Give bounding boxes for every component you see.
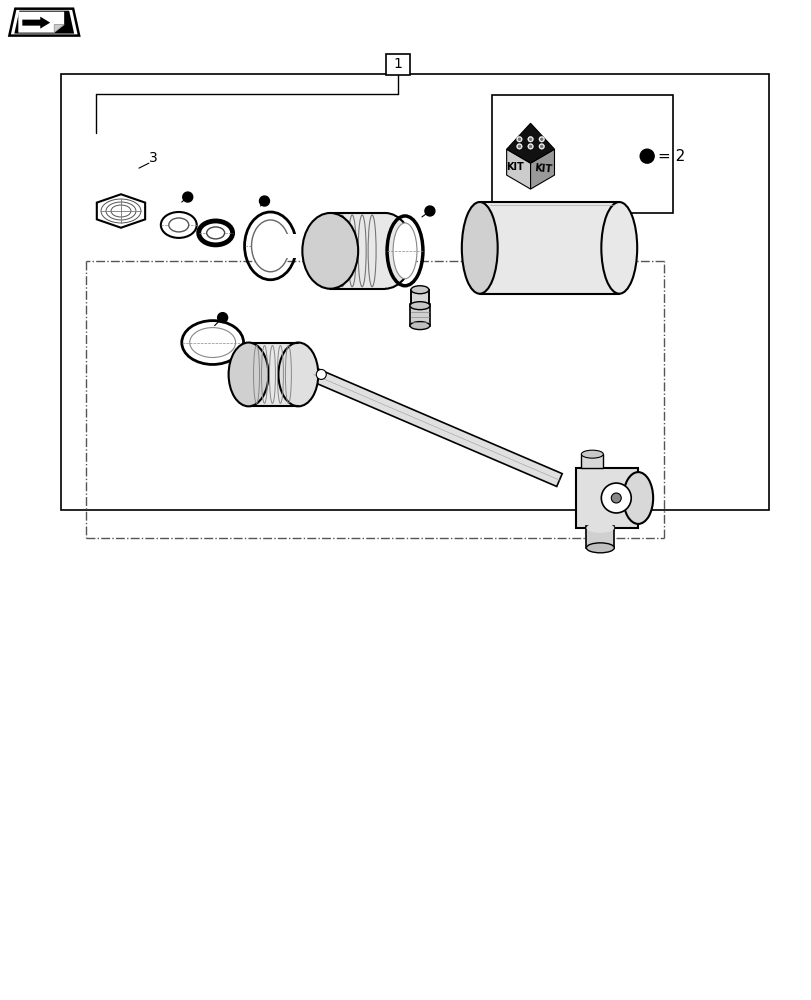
Polygon shape (19, 12, 64, 33)
Circle shape (639, 149, 654, 163)
Ellipse shape (161, 212, 196, 238)
Ellipse shape (601, 202, 637, 294)
Ellipse shape (278, 343, 318, 406)
Ellipse shape (229, 343, 268, 406)
Ellipse shape (623, 472, 652, 524)
Bar (491, 95, 672, 213)
Ellipse shape (586, 523, 614, 533)
Circle shape (539, 136, 544, 142)
Polygon shape (506, 149, 530, 189)
Circle shape (517, 137, 521, 141)
Ellipse shape (581, 450, 603, 458)
Circle shape (527, 144, 533, 149)
Ellipse shape (410, 302, 429, 310)
Circle shape (424, 206, 435, 216)
Circle shape (516, 136, 521, 142)
Circle shape (539, 137, 543, 141)
Polygon shape (506, 123, 554, 163)
Circle shape (601, 483, 630, 513)
Ellipse shape (357, 213, 413, 289)
Circle shape (527, 136, 533, 142)
Ellipse shape (190, 328, 235, 357)
Circle shape (260, 196, 269, 206)
Polygon shape (22, 17, 50, 29)
Bar (248, 343, 298, 406)
Text: 1: 1 (393, 57, 402, 71)
Polygon shape (97, 194, 145, 228)
Bar (410, 304, 429, 326)
Polygon shape (54, 25, 64, 33)
Bar (61, 74, 768, 510)
Ellipse shape (410, 322, 429, 330)
Text: KIT: KIT (506, 162, 524, 172)
Text: KIT: KIT (534, 163, 552, 175)
Text: = 2: = 2 (658, 149, 684, 164)
Circle shape (316, 369, 326, 379)
Circle shape (516, 144, 521, 149)
Polygon shape (530, 149, 554, 189)
Bar (586, 526, 614, 548)
Ellipse shape (586, 543, 614, 553)
Bar (576, 468, 637, 528)
Polygon shape (310, 368, 561, 486)
Circle shape (217, 313, 227, 323)
Bar (385, 54, 410, 75)
Ellipse shape (169, 218, 188, 232)
Ellipse shape (410, 286, 428, 294)
Polygon shape (15, 11, 74, 34)
Bar (410, 290, 428, 306)
Bar (581, 454, 603, 468)
Ellipse shape (302, 213, 358, 289)
Circle shape (517, 145, 521, 148)
Circle shape (611, 493, 620, 503)
Text: 3: 3 (148, 151, 157, 165)
Ellipse shape (461, 202, 497, 294)
Bar (330, 213, 384, 289)
Circle shape (182, 192, 192, 202)
Ellipse shape (393, 223, 417, 279)
Circle shape (539, 145, 543, 148)
Polygon shape (10, 9, 79, 36)
Bar (284, 234, 314, 258)
Circle shape (528, 145, 532, 148)
Bar (479, 202, 619, 294)
Ellipse shape (251, 220, 289, 272)
Circle shape (528, 137, 532, 141)
Circle shape (539, 144, 544, 149)
Ellipse shape (207, 227, 225, 239)
